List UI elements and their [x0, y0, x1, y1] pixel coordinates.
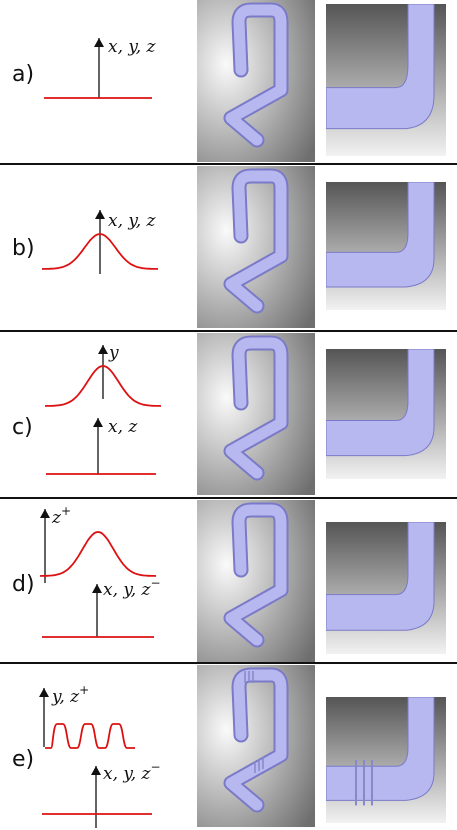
axis-arrow — [92, 584, 102, 593]
tube-render-full — [197, 333, 315, 495]
tube-render-closeup — [326, 349, 446, 479]
tube-closeup-shape — [326, 182, 435, 288]
axis-label: x, y, z− — [103, 760, 161, 784]
tube-shape — [225, 4, 287, 146]
tube-render-full — [197, 166, 315, 328]
axis-label-superscript: + — [79, 683, 89, 697]
row-label: a) — [12, 62, 35, 87]
row-separator — [0, 662, 457, 664]
tube-render-svg — [197, 500, 315, 662]
profile-curve — [39, 531, 157, 577]
row-label: d) — [12, 572, 35, 597]
tube-render-svg — [197, 0, 315, 162]
tube-closeup-svg — [326, 4, 446, 156]
axis-arrow — [40, 509, 50, 518]
axis-arrow — [98, 345, 108, 354]
profile-plot: x, y, z — [44, 37, 157, 99]
profile-plot: y, z+ x, y, z− — [39, 683, 161, 828]
row-separator — [0, 163, 457, 165]
axis-label: x, y, z− — [103, 576, 161, 600]
tube-render-svg — [197, 333, 315, 495]
tube-shape — [225, 504, 287, 646]
axis-arrow — [94, 38, 104, 47]
profile-curve — [41, 233, 159, 270]
tube-render-closeup — [326, 182, 446, 310]
axis-arrow — [95, 210, 105, 219]
row-label: b) — [12, 236, 35, 261]
axis-label: x, y, z — [108, 37, 157, 57]
row-a: a) x, y, z — [0, 0, 457, 162]
profile-curve — [45, 723, 135, 749]
tube-closeup-svg — [326, 182, 446, 310]
axis-label-superscript: − — [151, 760, 161, 774]
axis-label: z+ — [51, 504, 71, 528]
tube-render-svg — [197, 665, 315, 827]
axis-label-superscript: − — [151, 576, 161, 590]
profile-plot: y x, z — [44, 343, 162, 475]
axis-arrow — [93, 418, 103, 427]
axis-arrow — [39, 688, 49, 697]
row-c: c) y x, z — [0, 333, 457, 497]
tube-closeup-svg — [326, 349, 446, 479]
tube-closeup-svg — [326, 522, 446, 654]
axis-label: y — [108, 343, 119, 363]
axis-label: x, z — [108, 417, 138, 437]
tube-render-full — [197, 500, 315, 662]
tube-render-full — [197, 665, 315, 827]
tube-render-closeup — [326, 4, 446, 156]
profile-curve — [44, 365, 162, 407]
tube-render-closeup — [326, 697, 446, 823]
row-label: e) — [12, 747, 35, 772]
tube-shape — [225, 337, 287, 479]
tube-closeup-shape — [326, 522, 435, 631]
tube-shape — [225, 170, 287, 312]
tube-render-full — [197, 0, 315, 162]
profile-plot: z+ x, y, z− — [39, 504, 161, 638]
axis-arrow — [91, 766, 101, 775]
row-e: e) y, z+ x, y, z− — [0, 665, 457, 830]
tube-closeup-shape — [326, 697, 435, 801]
axis-label: x, y, z — [108, 211, 157, 231]
row-b: b) x, y, z — [0, 166, 457, 330]
tube-closeup-shape — [326, 349, 435, 457]
profile-plot: x, y, z — [41, 210, 159, 274]
axis-label-superscript: + — [61, 504, 71, 518]
tube-render-closeup — [326, 522, 446, 654]
row-separator — [0, 330, 457, 332]
row-label: c) — [12, 415, 33, 440]
row-d: d) z+ x, y, z− — [0, 500, 457, 662]
row-separator — [0, 497, 457, 499]
tube-closeup-svg — [326, 697, 446, 823]
tube-closeup-shape — [326, 4, 435, 130]
tube-shape — [225, 669, 287, 811]
tube-render-svg — [197, 166, 315, 328]
axis-label: y, z+ — [51, 683, 89, 707]
